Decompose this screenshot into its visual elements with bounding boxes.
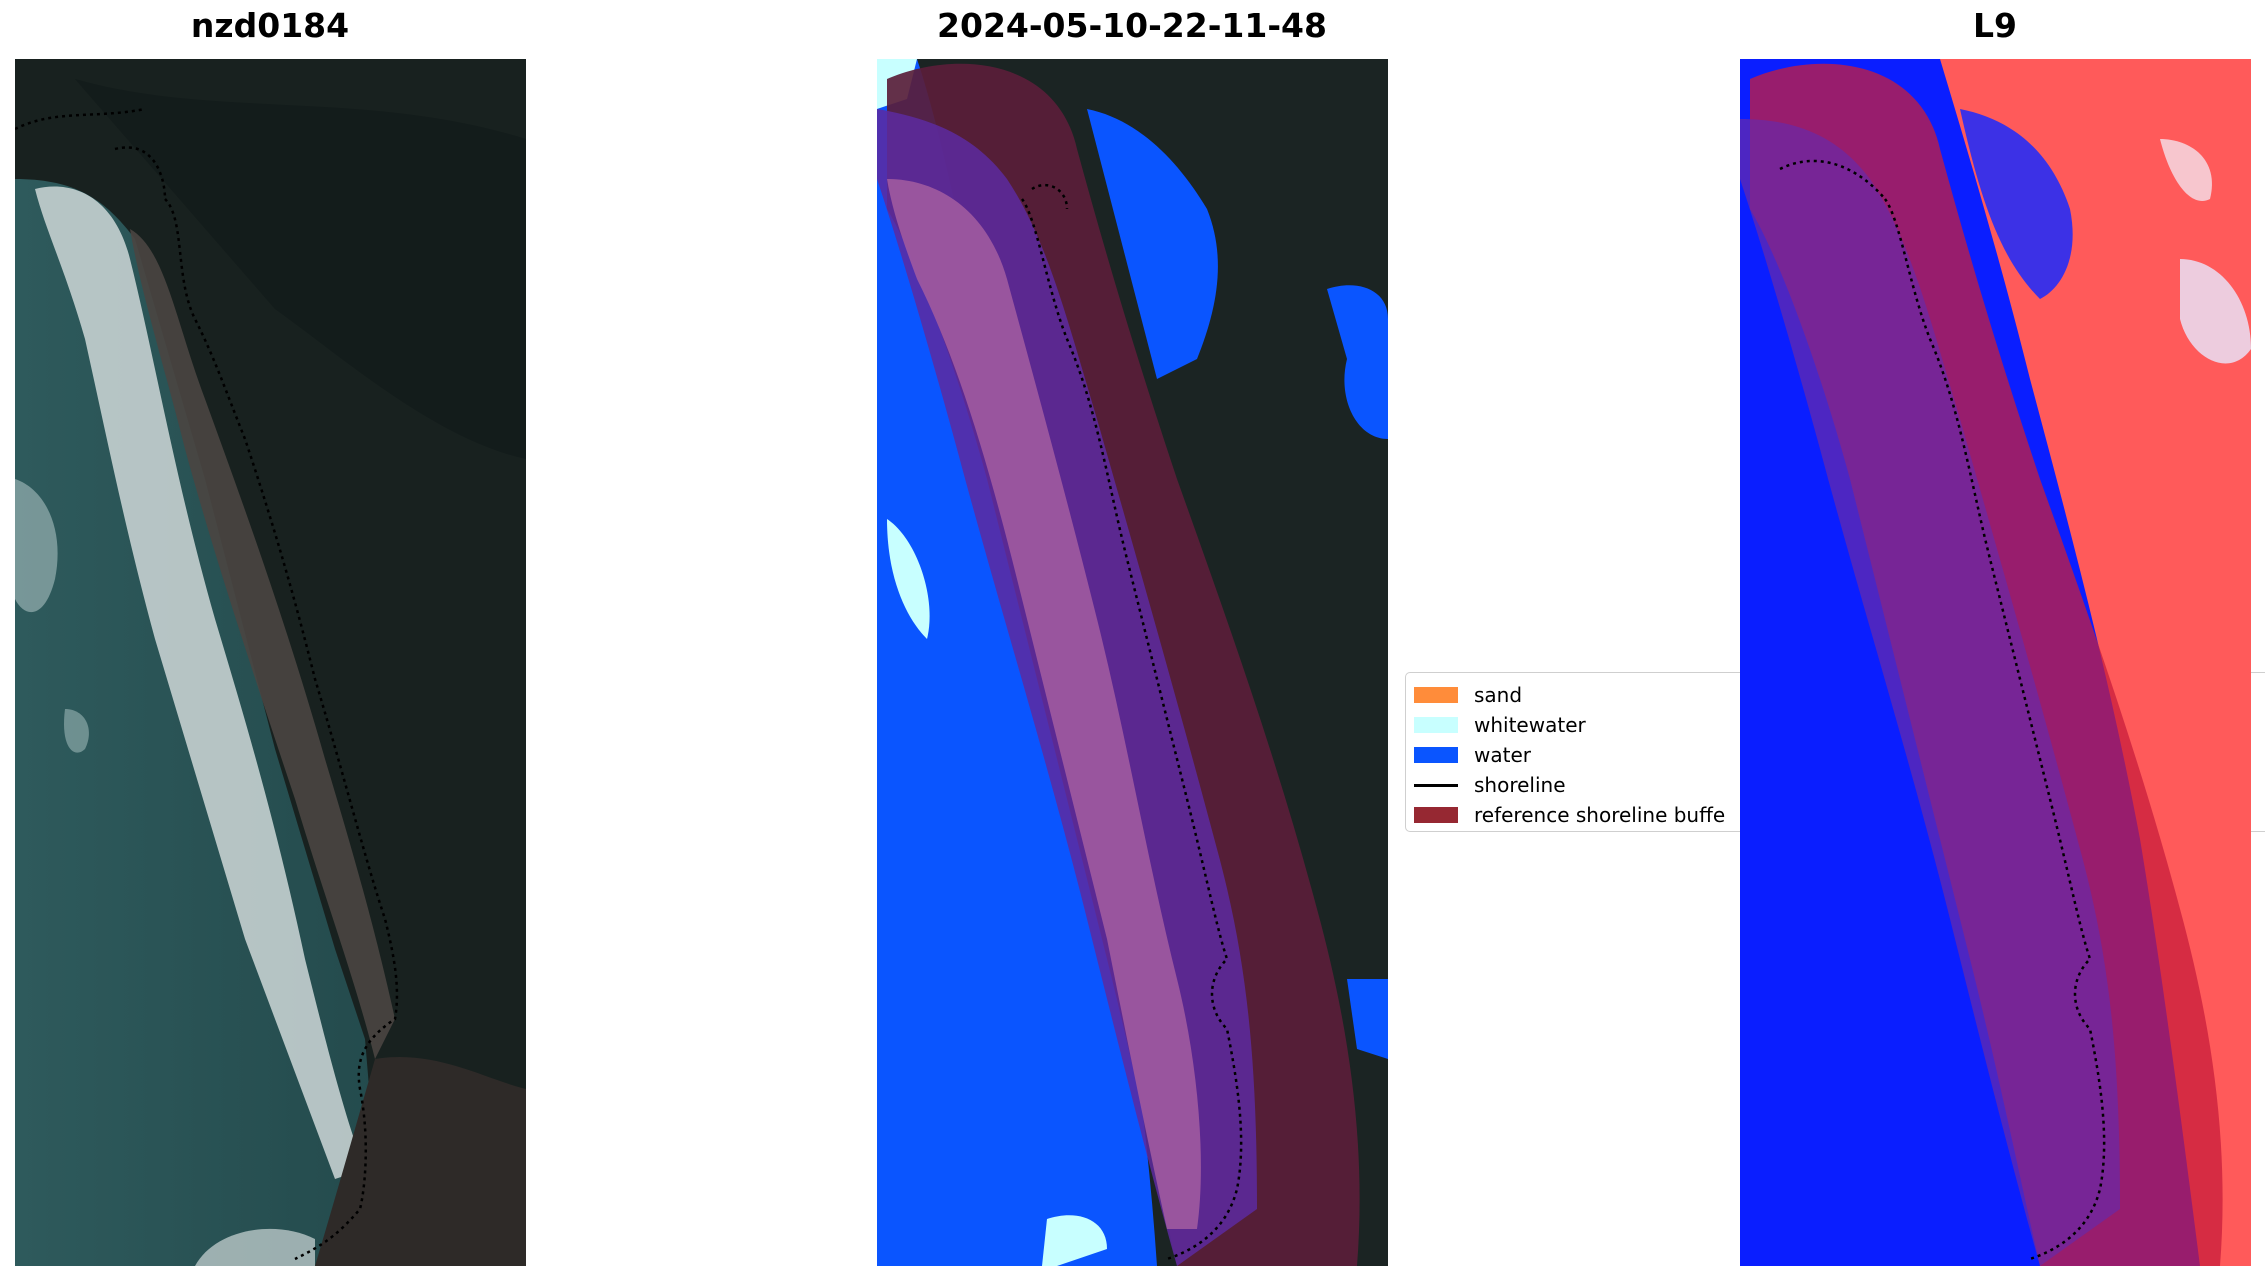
legend-label-water: water (1474, 743, 1531, 767)
rgb-satellite-image (15, 59, 526, 1266)
rgb-shoreline-line (15, 107, 399, 1261)
panel-title-rgb: nzd0184 (190, 6, 350, 45)
legend-label-sand: sand (1474, 683, 1523, 707)
legend-swatch-sand (1414, 687, 1458, 703)
legend-swatch-shoreline (1414, 783, 1458, 787)
legend-label-reference-buffer: reference shoreline buffe (1474, 803, 1726, 827)
classified-image (877, 59, 1388, 1266)
legend-item-water: water (1414, 740, 1531, 770)
rgb-image-panel (15, 59, 526, 1266)
legend-item-sand: sand (1414, 680, 1522, 710)
index-shoreline-line (1883, 198, 2106, 1261)
legend-label-shoreline: shoreline (1474, 773, 1566, 797)
index-image (1740, 59, 2251, 1266)
legend-swatch-water (1414, 747, 1458, 763)
panel-title-classified: 2024-05-10-22-11-48 (937, 6, 1327, 45)
legend-item-reference-buffer: reference shoreline buffe (1414, 800, 1725, 830)
classified-shoreline-line (1020, 198, 1243, 1261)
classified-image-panel (877, 59, 1388, 1266)
legend-item-whitewater: whitewater (1414, 710, 1586, 740)
legend-swatch-whitewater (1414, 717, 1458, 733)
panel-title-mndwi: L9 (1973, 6, 2017, 45)
index-image-panel (1740, 59, 2251, 1266)
legend-label-whitewater: whitewater (1474, 713, 1586, 737)
legend-swatch-reference-buffer (1414, 807, 1458, 823)
legend-item-shoreline: shoreline (1414, 770, 1566, 800)
